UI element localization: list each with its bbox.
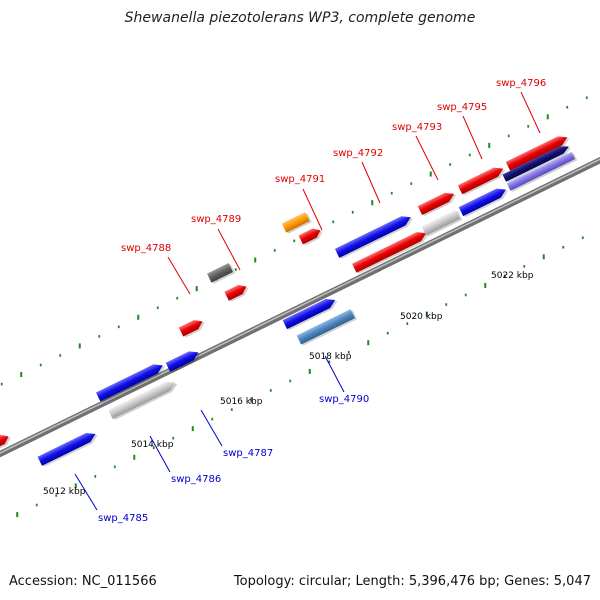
gene-feature-blue xyxy=(165,351,201,373)
gene-feature-red xyxy=(352,232,429,274)
genome-summary-label: Topology: circular; Length: 5,396,476 bp… xyxy=(233,574,591,589)
gene-feature-blue xyxy=(458,188,509,218)
accession-label: Accession: NC_011566 xyxy=(9,574,157,589)
gene-feature-steelblue xyxy=(296,309,358,346)
gene-feature-red xyxy=(178,320,205,338)
gene-feature-red xyxy=(0,434,11,452)
genome-backbone-highlight xyxy=(0,158,600,454)
ticks-upper-row xyxy=(0,96,588,386)
gene-label-leader xyxy=(462,115,483,160)
gene-feature-blue xyxy=(95,364,166,403)
gene-feature-navy xyxy=(502,146,572,183)
gene-feature-red xyxy=(224,284,249,302)
gene-feature-orange xyxy=(281,212,312,234)
gene-label: swp_4786 xyxy=(171,474,221,485)
gene-label: swp_4791 xyxy=(275,174,325,185)
gene-label: swp_4790 xyxy=(319,394,369,405)
gene-label: swp_4787 xyxy=(223,448,273,459)
gene-feature-red xyxy=(417,192,457,217)
gene-label-leader xyxy=(520,91,541,134)
gene-label-leader xyxy=(361,161,381,204)
ticks-lower-row xyxy=(16,236,584,518)
genome-backbone xyxy=(0,156,600,458)
feature-track xyxy=(0,136,578,467)
gene-label: swp_4788 xyxy=(121,243,171,254)
gene-feature-red xyxy=(298,228,323,246)
gene-label-leader xyxy=(302,188,323,231)
gene-label-leader xyxy=(415,135,439,181)
ruler-label: 5020 kbp xyxy=(400,312,443,322)
ruler-labels: 5012 kbp 5014 kbp 5016 kbp 5018 kbp 5020 kbp… xyxy=(43,271,534,497)
ruler-label: 5018 kbp xyxy=(309,352,352,362)
gene-label-leader xyxy=(74,473,98,511)
gene-label: swp_4785 xyxy=(98,513,148,524)
gene-feature-blue xyxy=(334,216,413,259)
ruler-label: 5014 kbp xyxy=(131,440,174,450)
gene-feature-lavender xyxy=(506,151,578,192)
gene-label: swp_4795 xyxy=(437,102,487,113)
ruler-label: 5022 kbp xyxy=(491,271,534,281)
ruler-label: 5016 kbp xyxy=(220,397,263,407)
gene-feature-silver xyxy=(108,381,178,421)
gene-label-leader xyxy=(167,256,191,295)
gene-feature-blue xyxy=(37,432,98,467)
gene-feature-red xyxy=(457,167,506,196)
gene-label: swp_4789 xyxy=(191,214,241,225)
gene-feature-red xyxy=(505,136,570,172)
gene-feature-gray xyxy=(207,263,236,284)
map-title: Shewanella piezotolerans WP3, complete g… xyxy=(124,10,476,26)
ruler-label: 5012 kbp xyxy=(43,487,86,497)
gene-label-leader xyxy=(324,355,345,393)
gene-label: swp_4792 xyxy=(333,148,383,159)
gene-label: swp_4793 xyxy=(392,122,442,133)
gene-labels: swp_4788 swp_4789 swp_4791 swp_4792 swp_4793… xyxy=(74,78,546,524)
gene-label-leader xyxy=(200,409,223,447)
gene-feature-blue xyxy=(282,299,338,331)
gene-label-leader xyxy=(217,228,241,271)
gene-label: swp_4796 xyxy=(496,78,546,89)
gene-feature-silver xyxy=(421,209,463,237)
gene-label-leader xyxy=(149,435,171,473)
